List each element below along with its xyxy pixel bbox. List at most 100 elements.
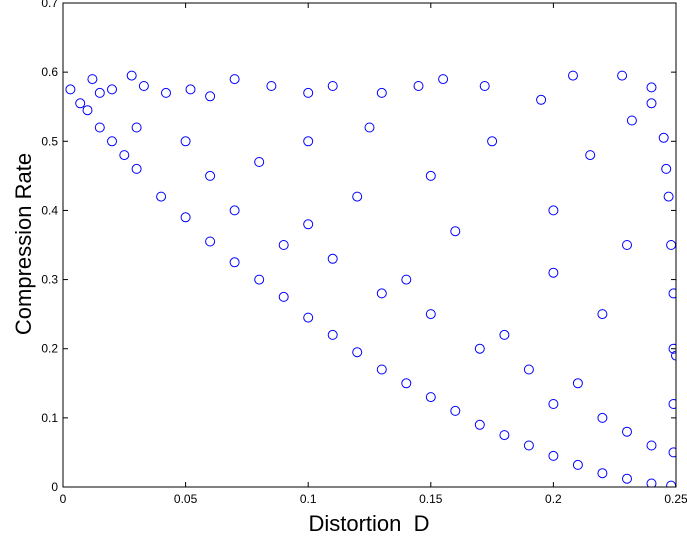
- scatter-point: [327, 329, 338, 340]
- scatter-point: [185, 84, 196, 95]
- scatter-point: [65, 84, 76, 95]
- scatter-point: [278, 291, 289, 302]
- scatter-point: [266, 81, 277, 91]
- x-tick-label: 0.1: [300, 492, 317, 506]
- scatter-point: [661, 163, 672, 174]
- plot-area-frame: [62, 2, 677, 488]
- scatter-point: [180, 136, 191, 147]
- scatter-point: [107, 84, 117, 95]
- x-tick-label: 0.2: [545, 492, 562, 506]
- scatter-point: [617, 70, 628, 81]
- scatter-point: [376, 288, 387, 299]
- scatter-point: [352, 191, 363, 202]
- scatter-point: [413, 81, 424, 91]
- scatter-point: [87, 74, 98, 85]
- scatter-point: [180, 212, 191, 223]
- scatter-point: [646, 82, 657, 93]
- data-points: [65, 70, 676, 487]
- scatter-point: [646, 440, 657, 451]
- scatter-point: [499, 329, 510, 340]
- scatter-point: [229, 257, 240, 268]
- scatter-point: [479, 81, 490, 91]
- scatter-point: [474, 343, 485, 354]
- scatter-point: [205, 236, 216, 247]
- scatter-point: [401, 274, 412, 285]
- scatter-point: [487, 136, 498, 147]
- scatter-point: [131, 163, 142, 174]
- y-tick-label: 0.3: [41, 273, 58, 287]
- scatter-point: [254, 157, 265, 167]
- scatter-point: [82, 105, 93, 116]
- scatter-point: [450, 405, 461, 416]
- scatter-point: [523, 440, 534, 451]
- scatter-point: [568, 70, 578, 81]
- scatter-point: [666, 480, 676, 487]
- scatter-point: [438, 74, 449, 85]
- scatter-point: [622, 426, 632, 437]
- scatter-point: [303, 87, 314, 98]
- scatter-point: [156, 191, 167, 202]
- scatter-point: [205, 91, 216, 102]
- scatter-point: [572, 459, 583, 470]
- scatter-point: [425, 392, 436, 403]
- scatter-point: [254, 274, 265, 285]
- scatter-point: [161, 87, 171, 98]
- scatter-point: [668, 288, 676, 299]
- x-tick-label: 0.05: [174, 492, 198, 506]
- scatter-point: [499, 430, 510, 441]
- scatter-point: [205, 170, 216, 181]
- y-tick-label: 0.5: [41, 134, 58, 148]
- x-axis-title: Distortion D: [308, 511, 429, 536]
- scatter-point: [303, 136, 314, 147]
- scatter-point: [597, 468, 608, 479]
- scatter-point: [658, 132, 669, 143]
- scatter-point: [663, 191, 674, 202]
- scatter-point: [425, 170, 436, 181]
- x-axis: 0 0.05 0.1 0.15 0.2 0.25: [60, 3, 687, 506]
- scatter-point: [622, 240, 632, 250]
- scatter-point: [597, 309, 608, 320]
- scatter-point: [229, 205, 240, 216]
- scatter-point: [278, 240, 289, 250]
- y-axis: 0 0.1 0.2 0.3 0.4 0.5 0.6 0.7: [41, 0, 676, 494]
- scatter-point: [548, 450, 559, 461]
- scatter-point: [548, 399, 559, 409]
- scatter-point: [668, 447, 676, 458]
- scatter-point: [94, 122, 105, 133]
- scatter-point: [523, 364, 534, 375]
- scatter-point: [119, 150, 130, 161]
- scatter-point: [597, 412, 608, 423]
- scatter-point: [229, 74, 240, 85]
- y-tick-label: 0.7: [41, 0, 58, 10]
- y-tick-label: 0.6: [41, 65, 58, 79]
- scatter-point: [327, 253, 338, 264]
- scatter-point: [536, 94, 547, 105]
- scatter-point: [671, 350, 676, 361]
- scatter-point: [138, 81, 149, 91]
- scatter-point: [131, 122, 142, 133]
- scatter-point: [450, 226, 461, 237]
- y-tick-label: 0.2: [41, 342, 58, 356]
- scatter-point: [401, 378, 412, 389]
- x-tick-label: 0.15: [419, 492, 443, 506]
- y-tick-label: 0.4: [41, 203, 58, 217]
- scatter-point: [94, 87, 105, 98]
- scatter-point: [364, 122, 375, 133]
- scatter-point: [572, 378, 583, 389]
- scatter-point: [327, 81, 338, 91]
- scatter-point: [352, 347, 363, 358]
- scatter-point: [626, 115, 637, 126]
- scatter-point: [126, 70, 137, 81]
- scatter-point: [425, 309, 436, 320]
- scatter-point: [107, 136, 117, 147]
- scatter-point: [303, 219, 314, 230]
- x-tick-label: 0.25: [664, 492, 687, 506]
- scatter-point: [585, 150, 596, 161]
- scatter-point: [666, 240, 676, 250]
- y-axis-title: Compression Rate: [11, 153, 36, 335]
- scatter-point: [474, 419, 485, 430]
- y-tick-label: 0: [51, 480, 58, 494]
- scatter-point: [668, 399, 676, 409]
- scatter-point: [668, 343, 676, 354]
